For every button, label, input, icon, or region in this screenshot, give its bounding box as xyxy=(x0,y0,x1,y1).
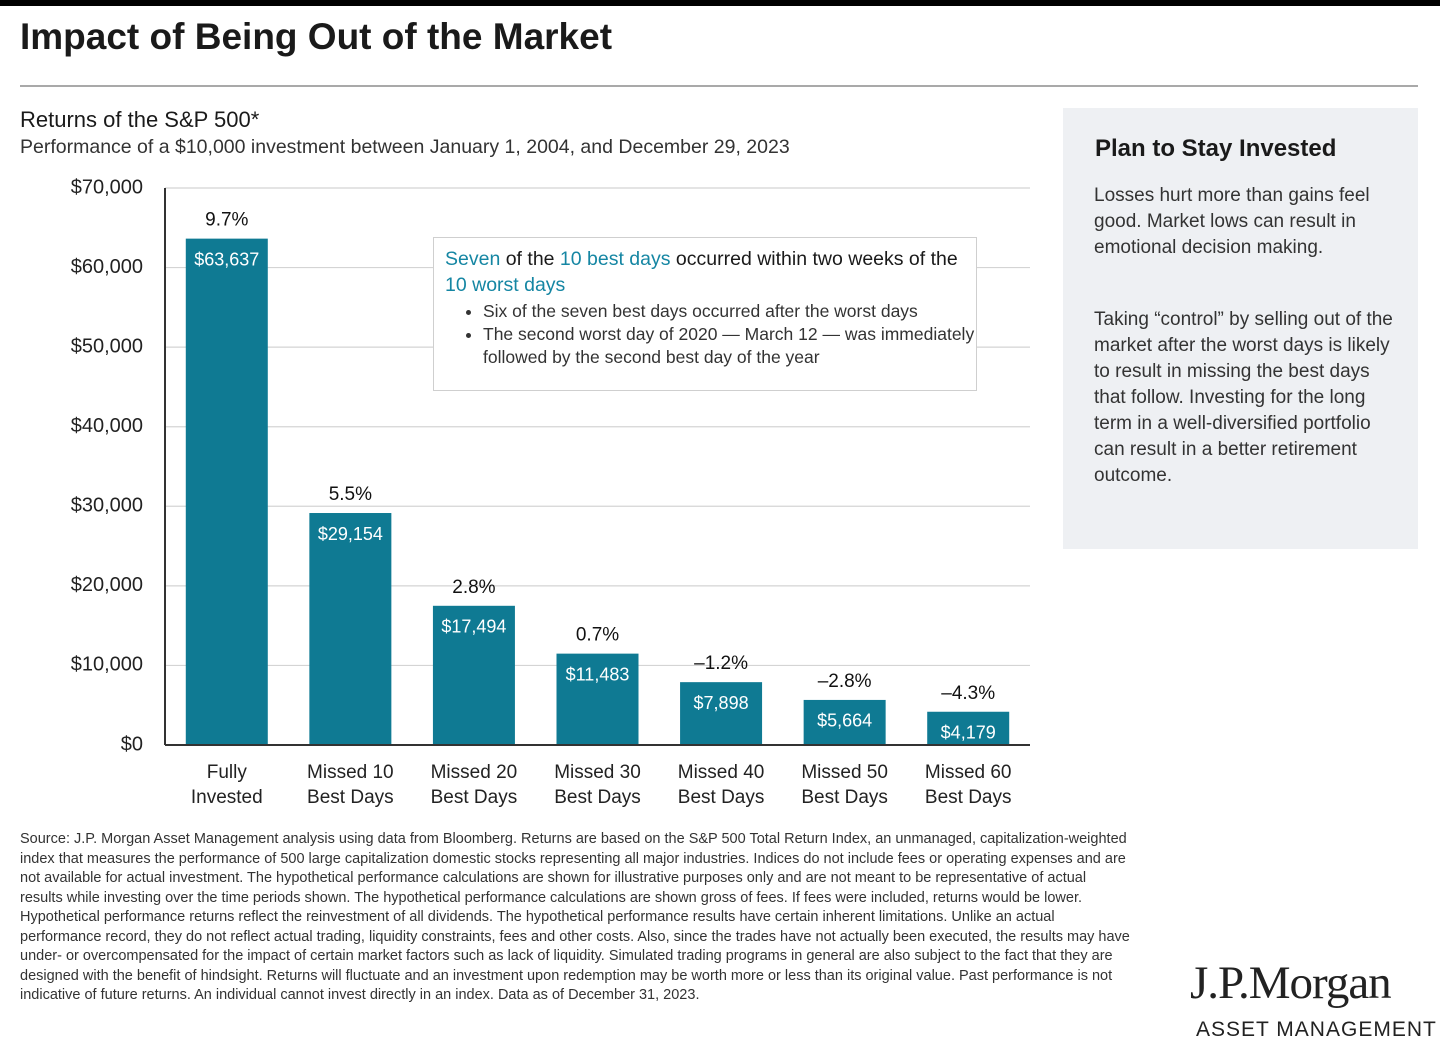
annotation-text: of the xyxy=(500,248,560,270)
x-tick-label: Missed 50 Best Days xyxy=(801,762,888,808)
y-tick-label: $20,000 xyxy=(71,574,143,596)
y-tick-label: $0 xyxy=(121,733,143,755)
chart-title: Returns of the S&P 500* xyxy=(20,107,260,132)
y-tick-label: $30,000 xyxy=(71,495,143,517)
bar xyxy=(185,238,268,746)
return-label: 2.8% xyxy=(452,577,495,598)
bar xyxy=(309,513,392,745)
logo: J.P.Morgan xyxy=(1190,957,1392,1009)
value-label: $5,664 xyxy=(817,711,872,731)
sidebar-paragraph: Losses hurt more than gains feel good. M… xyxy=(1094,185,1370,258)
annotation-text: occurred within two weeks of the xyxy=(670,248,958,270)
bar xyxy=(556,653,639,745)
chart: $0 $10,000 $20,000 $30,000 $40,000 $50,000 $60… xyxy=(71,176,1030,755)
value-label: $4,179 xyxy=(941,722,996,742)
divider xyxy=(20,85,1418,87)
annotation-heading: Seven of the 10 best days occurred withi… xyxy=(445,246,976,298)
bar xyxy=(680,682,763,745)
bar xyxy=(432,605,515,745)
y-tick-label: $50,000 xyxy=(71,335,143,357)
bar xyxy=(927,711,1010,745)
annotation-bullets: Six of the seven best days occurred afte… xyxy=(445,300,976,369)
y-tick-label: $10,000 xyxy=(71,654,143,676)
y-tick-label: $40,000 xyxy=(71,415,143,437)
annotation-text: 10 worst days xyxy=(445,274,566,296)
annotation-bullet: The second worst day of 2020 — March 12 … xyxy=(483,323,976,369)
x-tick-label: Missed 20 Best Days xyxy=(430,762,518,808)
y-tick-label: $60,000 xyxy=(71,256,143,278)
sidebar-title: Plan to Stay Invested xyxy=(1095,135,1337,162)
value-label: $7,898 xyxy=(694,693,749,713)
source-note: Source: J.P. Morgan Asset Management ana… xyxy=(20,831,1130,1003)
annotation-box: Seven of the 10 best days occurred withi… xyxy=(433,237,977,391)
annotation-bullet: Six of the seven best days occurred afte… xyxy=(483,300,976,323)
value-label: $63,637 xyxy=(194,249,259,269)
x-tick-label: Missed 60 Best Days xyxy=(924,762,1012,808)
x-tick-label: Missed 30 Best Days xyxy=(554,762,641,808)
return-label: 9.7% xyxy=(205,210,248,231)
value-label: $11,483 xyxy=(566,664,630,684)
annotation-text: Seven xyxy=(445,248,501,270)
chart-subtitle: Performance of a $10,000 investment betw… xyxy=(20,136,790,158)
y-tick-label: $70,000 xyxy=(71,176,143,198)
value-label: $29,154 xyxy=(318,524,383,544)
x-tick-label: Missed 40 Best Days xyxy=(677,762,765,808)
bar xyxy=(803,699,886,745)
return-label: –2.8% xyxy=(818,671,872,692)
x-tick-label: Missed 10 Best Days xyxy=(307,762,394,808)
return-label: 5.5% xyxy=(329,484,372,505)
x-tick-label: Fully Invested xyxy=(190,762,263,808)
annotation-text: 10 best days xyxy=(559,248,671,270)
return-label: 0.7% xyxy=(576,625,619,646)
value-label: $17,494 xyxy=(441,617,506,637)
return-label: –1.2% xyxy=(694,653,748,674)
page-title: Impact of Being Out of the Market xyxy=(20,16,613,57)
return-label: –4.3% xyxy=(941,683,995,704)
logo-subtitle: ASSET MANAGEMENT xyxy=(1196,1018,1437,1041)
sidebar-paragraph: Taking “control” by selling out of the m… xyxy=(1094,309,1393,486)
sidebar xyxy=(1063,108,1418,549)
top-bar xyxy=(0,0,1440,6)
